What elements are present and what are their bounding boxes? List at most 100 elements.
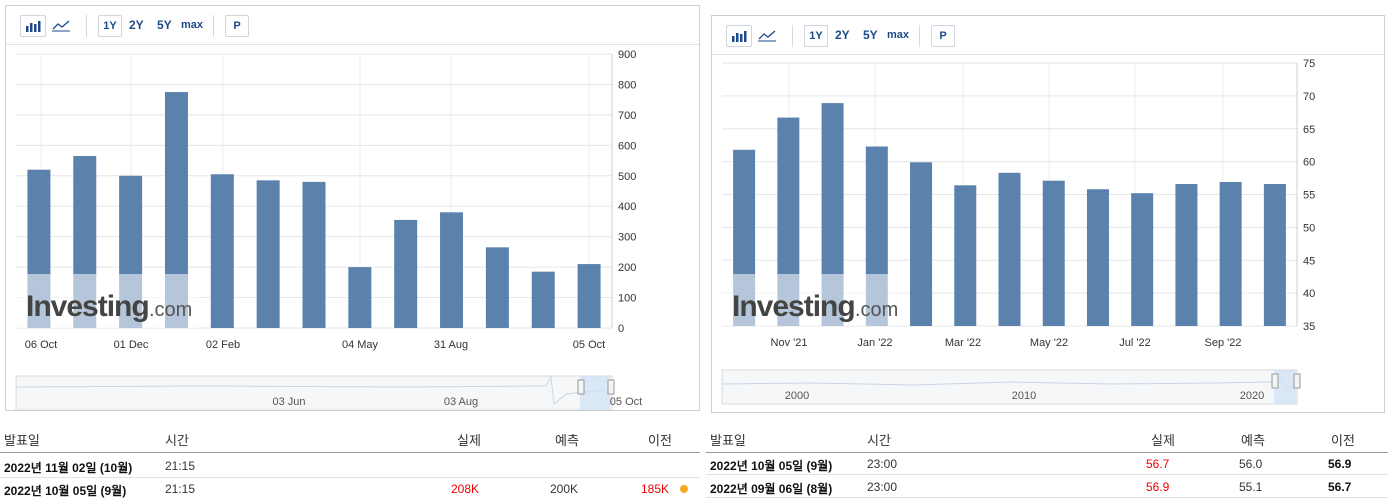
bar: [1219, 182, 1242, 326]
y-tick-label: 400: [618, 201, 636, 213]
cell-forecast: 55.1: [1239, 480, 1263, 494]
header-date: 발표일: [4, 433, 40, 448]
cell-date: 2022년 11월 02일 (10월): [4, 461, 133, 475]
bar: [910, 162, 933, 326]
y-tick-label: 75: [1303, 58, 1315, 70]
table-row-line: [706, 497, 1388, 498]
navigator-selection: [580, 376, 610, 410]
line-chart-icon[interactable]: [758, 28, 776, 47]
cell-actual: 56.7: [1146, 457, 1170, 471]
x-tick-label: Sep '22: [1205, 337, 1242, 349]
range-1y-button[interactable]: 1Y: [98, 15, 122, 37]
range-max-button[interactable]: max: [887, 29, 910, 41]
y-tick-label: 200: [618, 262, 636, 274]
navigator: [15, 375, 613, 410]
range-5y-button[interactable]: 5Y: [157, 18, 172, 32]
cell-time: 21:15: [165, 482, 196, 496]
x-tick-label: Jan '22: [857, 337, 892, 349]
navigator-series: [15, 375, 607, 405]
y-tick-label: 800: [618, 79, 636, 91]
investing-logo: Investing: [26, 290, 149, 323]
bar: [1042, 180, 1065, 326]
cell-forecast: 56.0: [1239, 457, 1263, 471]
navigator-handle-right: [1293, 373, 1301, 389]
navigator-label: 03 Jun: [272, 396, 305, 408]
x-tick-label: 06 Oct: [25, 339, 57, 351]
toolbar-separator: [213, 15, 214, 37]
header-actual: 실제: [1151, 433, 1175, 448]
navigator: [721, 369, 1298, 405]
navigator-label: 2010: [1012, 390, 1036, 402]
header-actual: 실제: [457, 433, 481, 448]
bar: [1086, 189, 1109, 326]
x-tick-label: 04 May: [342, 339, 379, 351]
range-2y-button[interactable]: 2Y: [835, 28, 850, 42]
y-tick-label: 60: [1303, 157, 1315, 169]
watermark-fade: [16, 274, 200, 328]
navigator-label: 05 Oct: [610, 396, 642, 408]
bar: [348, 267, 372, 328]
cell-actual: 56.9: [1146, 480, 1170, 494]
y-tick-label: 40: [1303, 288, 1315, 300]
bar: [1175, 183, 1198, 326]
y-tick-label: 700: [618, 110, 636, 122]
table-header-line: [706, 452, 1388, 453]
cell-forecast: 200K: [550, 482, 579, 496]
bar: [210, 174, 234, 328]
cell-date: 2022년 10월 05일 (9월): [4, 484, 127, 498]
bar: [394, 219, 418, 328]
header-forecast: 예측: [555, 433, 579, 448]
cell-previous: 56.7: [1328, 480, 1352, 494]
x-tick-label: Mar '22: [945, 337, 981, 349]
cell-previous: 56.9: [1328, 457, 1352, 471]
y-tick-label: 35: [1303, 321, 1315, 333]
cell-time: 23:00: [867, 480, 898, 494]
cell-time: 21:15: [165, 459, 196, 473]
x-tick-label: 01 Dec: [114, 339, 149, 351]
bar: [164, 92, 188, 328]
bar: [1263, 183, 1286, 326]
header-previous: 이전: [648, 433, 672, 448]
cell-time: 23:00: [867, 457, 898, 471]
table-row-line: [706, 474, 1388, 475]
print-button[interactable]: P: [931, 25, 955, 47]
navigator-label: 2000: [785, 390, 809, 402]
bar-chart-icon[interactable]: [726, 25, 752, 47]
right-toolbar: 1Y 2Y 5Y max P: [712, 16, 1384, 55]
range-2y-button[interactable]: 2Y: [129, 18, 144, 32]
y-tick-label: 45: [1303, 255, 1315, 267]
y-tick-label: 300: [618, 232, 636, 244]
range-max-button[interactable]: max: [181, 19, 204, 31]
bar: [485, 247, 509, 328]
header-time: 시간: [867, 433, 891, 448]
bar: [1131, 193, 1154, 326]
x-tick-label: Jul '22: [1119, 337, 1150, 349]
cell-date: 2022년 09월 06일 (8월): [710, 482, 833, 496]
line-chart-icon[interactable]: [52, 18, 70, 37]
revision-dot-icon: [680, 485, 688, 493]
left-toolbar: 1Y 2Y 5Y max P: [6, 6, 699, 45]
navigator-handle-left: [1271, 373, 1279, 389]
header-previous: 이전: [1331, 433, 1355, 448]
bar: [954, 185, 977, 326]
right-chart-box: 1Y 2Y 5Y max P 35 40 45 50 55 60 65 70 75 Investi…: [711, 15, 1385, 413]
navigator-label: 03 Aug: [444, 396, 478, 408]
bar-chart-icon[interactable]: [20, 15, 46, 37]
x-tick-label: 31 Aug: [434, 339, 468, 351]
range-5y-button[interactable]: 5Y: [863, 28, 878, 42]
watermark-fade: [722, 274, 899, 326]
bar: [821, 103, 844, 326]
table-header-line: [0, 452, 700, 453]
x-tick-label: Nov '21: [771, 337, 808, 349]
investing-logo: Investing: [732, 290, 855, 323]
left-chart-box: 1Y 2Y 5Y max P 0 100 200 300 400 500 600 700 800…: [5, 5, 700, 411]
investing-logo-suffix: .com: [855, 299, 898, 321]
cell-date: 2022년 10월 05일 (9월): [710, 459, 833, 473]
range-1y-button[interactable]: 1Y: [804, 25, 828, 47]
header-time: 시간: [165, 433, 189, 448]
print-button[interactable]: P: [225, 15, 249, 37]
header-forecast: 예측: [1241, 433, 1265, 448]
toolbar-separator: [86, 15, 87, 37]
y-tick-label: 50: [1303, 222, 1315, 234]
x-tick-label: 02 Feb: [206, 339, 240, 351]
